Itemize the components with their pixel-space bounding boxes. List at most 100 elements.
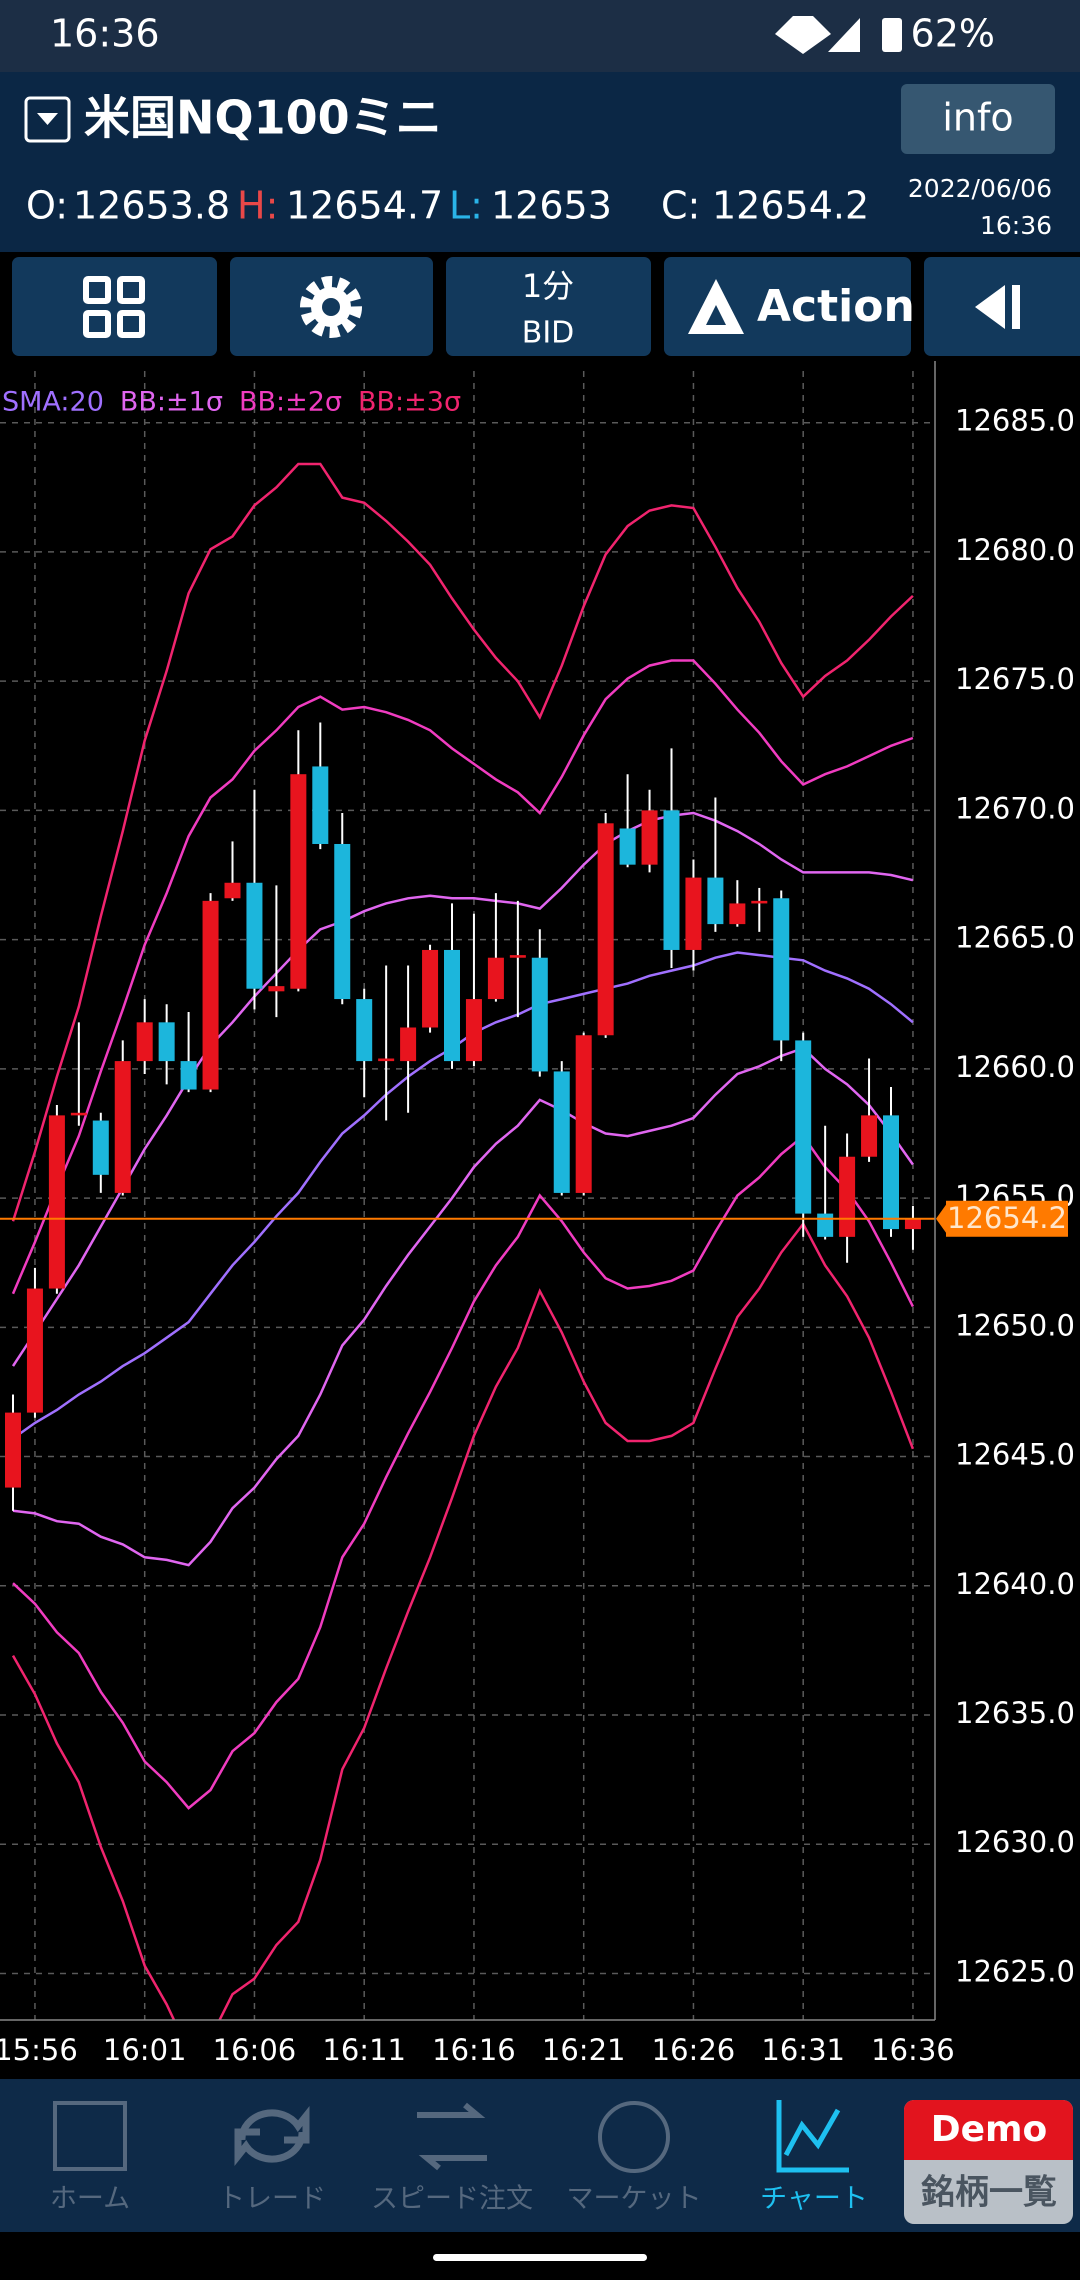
x-tick-label: 16:21 bbox=[542, 2033, 626, 2067]
indicator-line bbox=[11, 811, 914, 1367]
indicator-line bbox=[11, 462, 914, 1222]
candle-body bbox=[795, 1040, 812, 1214]
candle-body bbox=[114, 1061, 131, 1193]
dropdown-button[interactable] bbox=[24, 96, 71, 143]
candle-body bbox=[5, 1412, 21, 1488]
dropdown-arrow bbox=[37, 113, 58, 125]
candle-body bbox=[422, 949, 439, 1028]
ohlc-value: 12654.7 bbox=[286, 184, 443, 228]
candle-body bbox=[136, 1022, 153, 1062]
gear-icon bbox=[300, 276, 362, 338]
candle-body bbox=[641, 810, 658, 865]
x-tick-label: 16:31 bbox=[761, 2033, 845, 2067]
nav-icon bbox=[776, 2100, 849, 2173]
nav-label[interactable]: チャート bbox=[760, 2184, 868, 2215]
symbol-list-label: 銘柄一覧 bbox=[921, 2173, 1057, 2213]
indicator-line bbox=[12, 951, 914, 1440]
y-tick-label: 12670.0 bbox=[955, 791, 1075, 825]
ohlc-row: O: 12653.8 H: 12654.7 L: 12653 C: 12654.2 bbox=[26, 184, 869, 228]
timeframe-label: 1分 bbox=[522, 267, 574, 305]
nav-icon bbox=[598, 2101, 670, 2173]
indicator-line bbox=[11, 1221, 915, 2020]
candle-body bbox=[180, 1061, 197, 1090]
candle-body bbox=[619, 828, 636, 865]
candle-body bbox=[92, 1120, 109, 1175]
nav-icon bbox=[53, 2101, 127, 2171]
layout-button[interactable] bbox=[12, 257, 217, 356]
ohlc-value: 12653.8 bbox=[73, 184, 230, 228]
legend-entry: BB:±1σ bbox=[120, 387, 223, 418]
x-tick-label: 16:11 bbox=[322, 2033, 406, 2067]
x-tick-label: 16:36 bbox=[871, 2033, 955, 2067]
y-tick-label: 12660.0 bbox=[955, 1050, 1075, 1084]
ohlc-label: O: bbox=[26, 184, 68, 228]
candle-body bbox=[861, 1115, 878, 1157]
chart: 12625.0 12630.0 12635.0 12640.0 12645.0 12650… bbox=[0, 361, 1075, 2067]
x-tick-label: 16:06 bbox=[213, 2033, 297, 2067]
signal-icon bbox=[828, 18, 860, 52]
price-type-label: BID bbox=[522, 316, 575, 351]
y-tick-label: 12630.0 bbox=[955, 1825, 1075, 1859]
candle-body bbox=[553, 1071, 570, 1193]
candle-body bbox=[246, 882, 263, 989]
gesture-bar bbox=[433, 2254, 647, 2261]
legend-entry: BB:±3σ bbox=[358, 387, 461, 418]
nav-items: ホーム トレード スピード注文 マーケット チャート bbox=[50, 2100, 868, 2215]
instrument-title: 米国NQ100ミニ bbox=[84, 91, 442, 145]
candle-body bbox=[707, 877, 724, 925]
y-tick-label: 12625.0 bbox=[955, 1954, 1075, 1988]
nav-label[interactable]: ホーム bbox=[50, 2184, 130, 2215]
candle-body bbox=[312, 766, 329, 844]
y-tick-label: 12645.0 bbox=[955, 1438, 1075, 1472]
info-label: info bbox=[942, 96, 1013, 140]
ohlc-value: 12653 bbox=[491, 184, 612, 228]
info-button[interactable] bbox=[901, 84, 1055, 154]
candle-body bbox=[400, 1027, 417, 1062]
nav-icon bbox=[417, 2102, 487, 2171]
price-tag-box bbox=[946, 1200, 1068, 1237]
time: 16:36 bbox=[980, 211, 1052, 240]
x-tick-label: 16:16 bbox=[432, 2033, 516, 2067]
y-tick-label: 12635.0 bbox=[955, 1696, 1075, 1730]
legend-entry: BB:±2σ bbox=[239, 387, 342, 418]
candle-body bbox=[70, 1112, 87, 1116]
candle-body bbox=[268, 986, 285, 992]
demo-badge bbox=[904, 2100, 1073, 2160]
indicator-line bbox=[12, 1134, 915, 1810]
x-tick-label: 16:26 bbox=[652, 2033, 736, 2067]
timeframe-button[interactable] bbox=[446, 257, 651, 356]
nav-label[interactable]: マーケット bbox=[567, 2184, 702, 2215]
nav-label[interactable]: スピード注文 bbox=[371, 2184, 533, 2215]
candle-body bbox=[597, 823, 614, 1036]
candle-body bbox=[158, 1022, 175, 1062]
ohlc-label: H: bbox=[237, 184, 278, 228]
candle-body bbox=[48, 1115, 65, 1289]
nav-icon bbox=[234, 2106, 310, 2166]
y-tick-label: 12675.0 bbox=[955, 662, 1075, 696]
layout-icon bbox=[83, 276, 145, 338]
indicator-line bbox=[12, 1046, 914, 1567]
candle-body bbox=[817, 1213, 834, 1237]
candle-body bbox=[904, 1218, 921, 1230]
candle-body bbox=[575, 1035, 592, 1193]
candle-body bbox=[378, 1058, 395, 1062]
header bbox=[0, 72, 1080, 252]
plot-area bbox=[0, 371, 935, 2020]
action-label: Action bbox=[757, 281, 915, 332]
y-tick-label: 12665.0 bbox=[955, 921, 1075, 955]
candle-body bbox=[751, 900, 768, 904]
candle-body bbox=[202, 900, 219, 1090]
candle-body bbox=[839, 1156, 856, 1237]
battery-level: 62% bbox=[911, 12, 995, 56]
action-icon bbox=[688, 279, 744, 334]
candle-body bbox=[356, 999, 373, 1062]
candle-body bbox=[531, 957, 548, 1072]
nav-label[interactable]: トレード bbox=[218, 2184, 326, 2215]
x-tick-label: 16:01 bbox=[103, 2033, 187, 2067]
ohlc-label: C: bbox=[661, 184, 700, 228]
price-label: 12654.2 bbox=[947, 1201, 1067, 1235]
ohlc-label: L: bbox=[449, 184, 483, 228]
candle-body bbox=[487, 957, 504, 1000]
